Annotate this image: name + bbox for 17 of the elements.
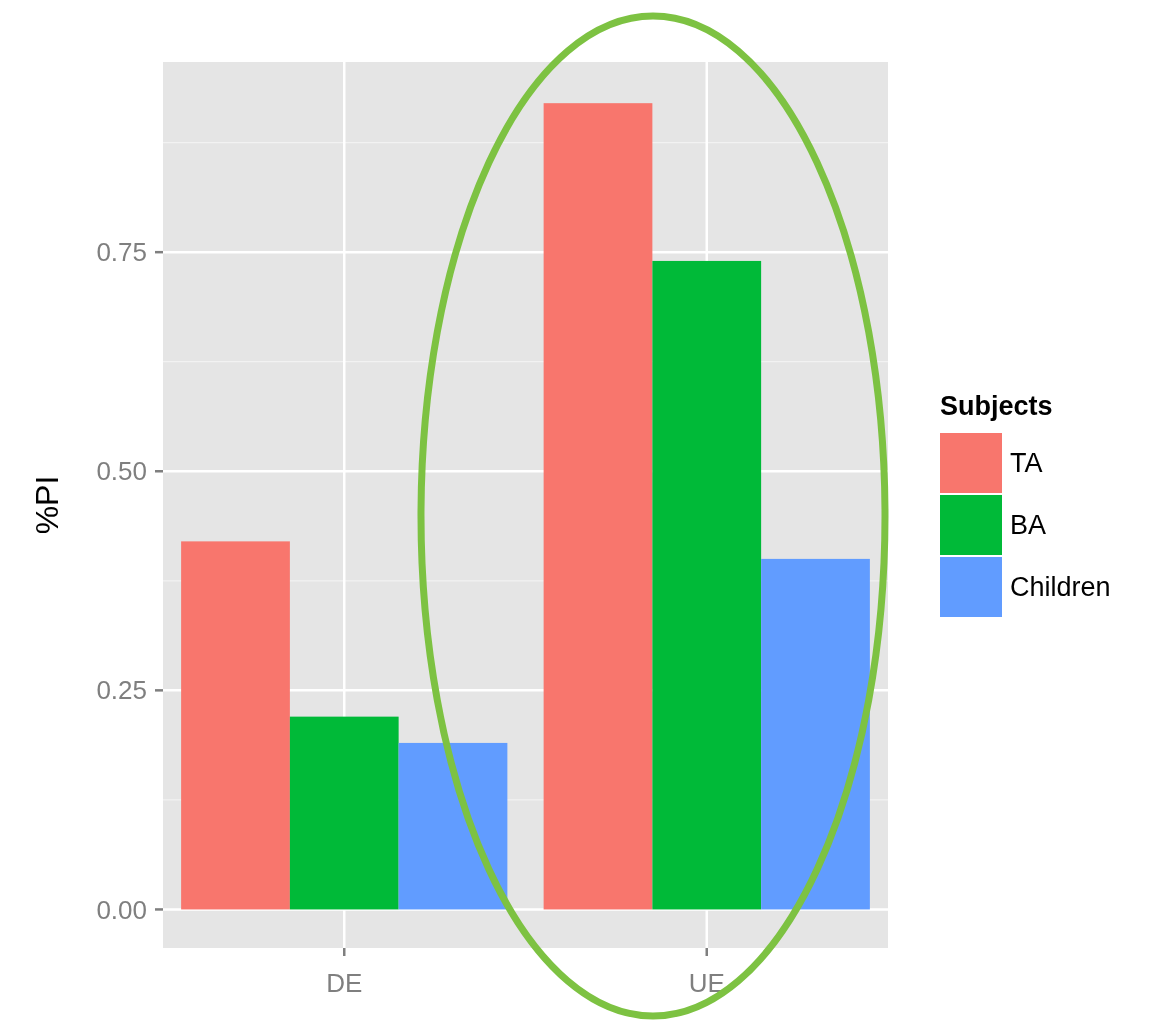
y-tick-label: 0.25 (96, 675, 147, 706)
bar (543, 103, 653, 910)
y-tick-label: 0.00 (96, 894, 147, 925)
bar (652, 260, 762, 910)
legend-title: Subjects (940, 391, 1053, 421)
x-tick-label: DE (326, 968, 363, 998)
bar (181, 541, 290, 910)
bar (398, 742, 508, 910)
legend-label: Children (1010, 572, 1111, 603)
legend-label: TA (1010, 448, 1043, 479)
y-axis-title: %PI (29, 475, 65, 535)
legend-label: BA (1010, 510, 1047, 541)
x-tick-label: UE (688, 968, 725, 998)
y-tick-label: 0.75 (96, 237, 147, 268)
bar (761, 558, 870, 910)
bar (289, 716, 399, 910)
y-tick-label: 0.50 (96, 456, 147, 487)
